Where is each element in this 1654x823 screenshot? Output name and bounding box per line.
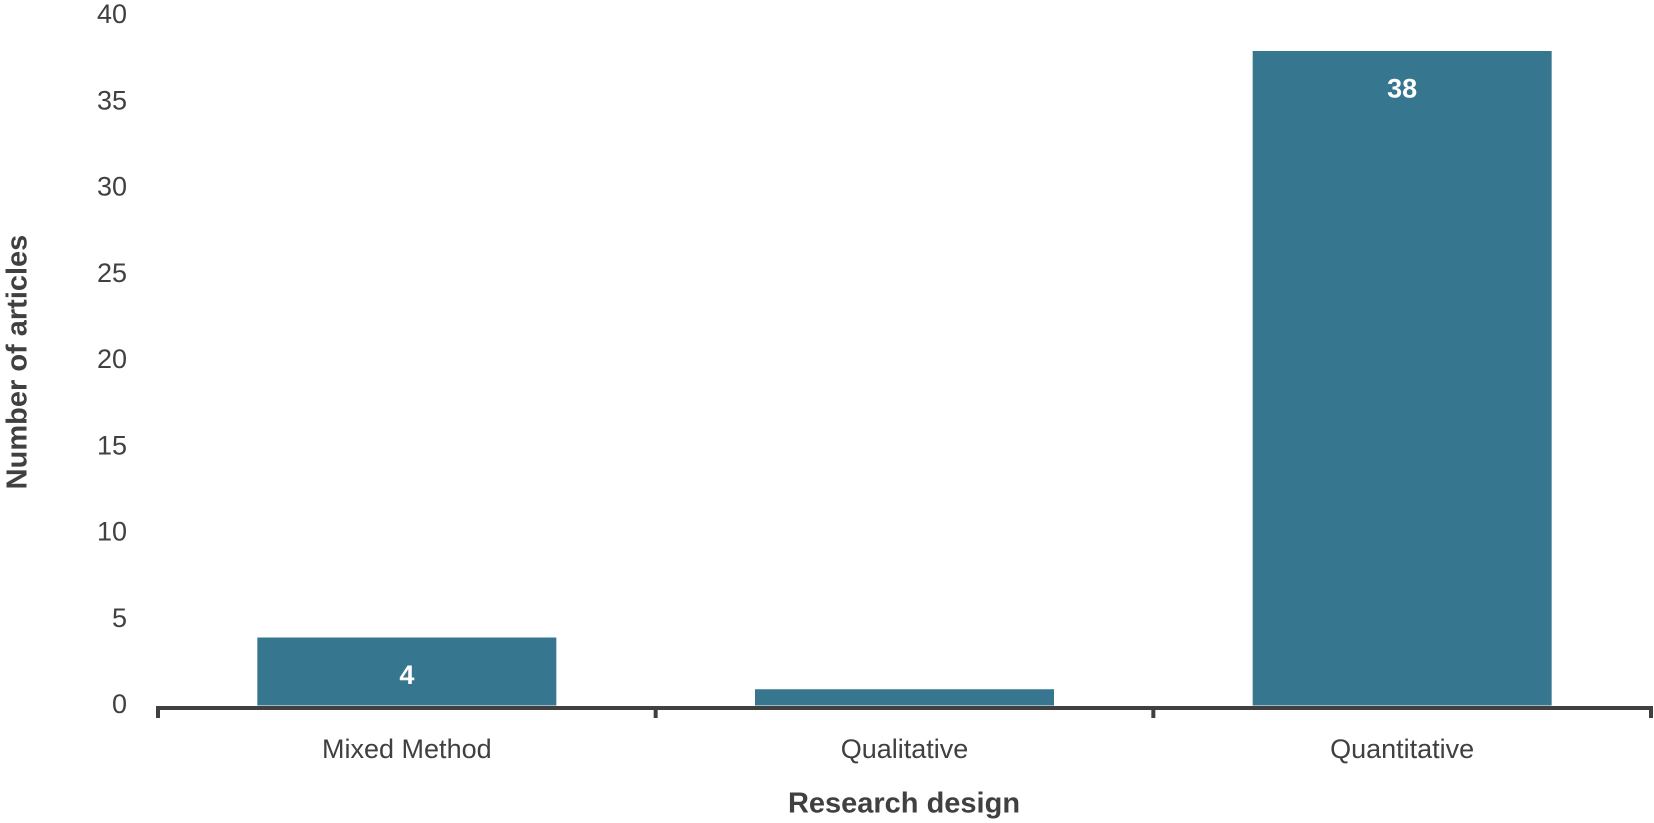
bar: [1251, 50, 1553, 707]
bar: [256, 636, 558, 707]
y-tick-label: 25: [97, 258, 127, 288]
y-tick-label: 5: [112, 603, 127, 633]
x-tick-label: Mixed Method: [322, 734, 492, 764]
x-axis-title: Research design: [788, 788, 1020, 820]
bar: [754, 688, 1055, 707]
y-tick-label: 10: [97, 517, 127, 547]
y-axis-title: Number of articles: [2, 235, 34, 490]
y-tick-label: 15: [97, 430, 127, 460]
data-label: 4: [399, 660, 414, 690]
y-tick-label: 40: [97, 0, 127, 29]
y-tick-label: 30: [97, 172, 127, 202]
y-tick-label: 0: [112, 689, 127, 719]
x-tick-label: Quantitative: [1330, 734, 1474, 764]
x-tick-label: Qualitative: [841, 734, 969, 764]
y-tick-label: 20: [97, 344, 127, 374]
y-tick-label: 35: [97, 85, 127, 115]
data-label: 38: [1387, 74, 1417, 104]
